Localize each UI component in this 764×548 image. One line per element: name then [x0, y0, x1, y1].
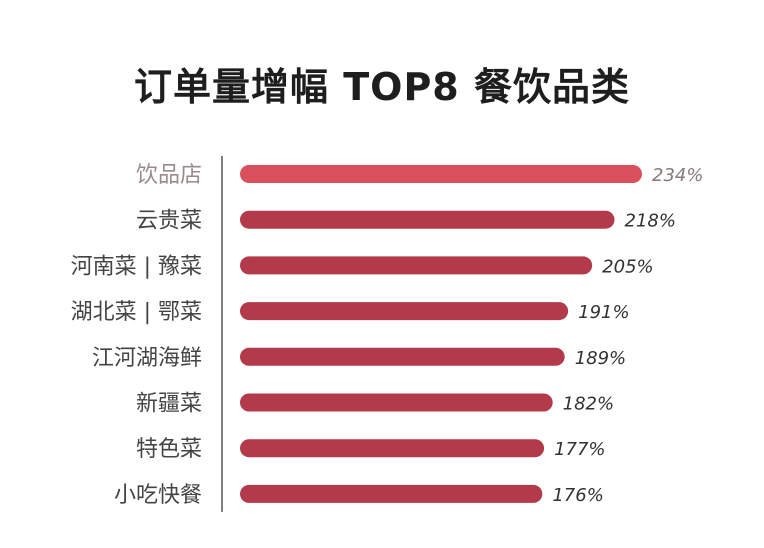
bar	[240, 210, 615, 229]
bar	[240, 302, 569, 321]
bars-group	[240, 165, 642, 503]
bar	[240, 393, 553, 412]
category-label: 小吃快餐	[114, 483, 202, 508]
value-labels: 234% 218% 205% 191% 189% 182% 177% 176%	[552, 165, 703, 506]
category-label: 江河湖海鲜	[92, 346, 202, 371]
data-label: 234%	[652, 165, 703, 186]
bar	[240, 484, 543, 503]
category-label: 饮品店	[136, 163, 202, 188]
bar	[240, 256, 593, 275]
bar	[240, 347, 565, 366]
chart-title: 订单量增幅 TOP8 餐饮品类	[134, 65, 630, 109]
data-label: 205%	[602, 256, 653, 277]
category-label: 云贵菜	[136, 209, 202, 234]
data-label: 191%	[578, 302, 629, 323]
category-label: 特色菜	[136, 437, 202, 462]
data-label: 182%	[563, 394, 614, 415]
data-label: 218%	[625, 211, 676, 232]
data-label: 189%	[575, 348, 626, 369]
bar	[240, 439, 545, 458]
data-label: 177%	[554, 439, 605, 460]
category-label: 湖北菜 | 鄂菜	[71, 300, 202, 325]
bar	[240, 165, 642, 183]
data-label: 176%	[552, 485, 603, 506]
category-label: 新疆菜	[136, 392, 202, 417]
category-label: 河南菜 | 豫菜	[71, 254, 202, 279]
